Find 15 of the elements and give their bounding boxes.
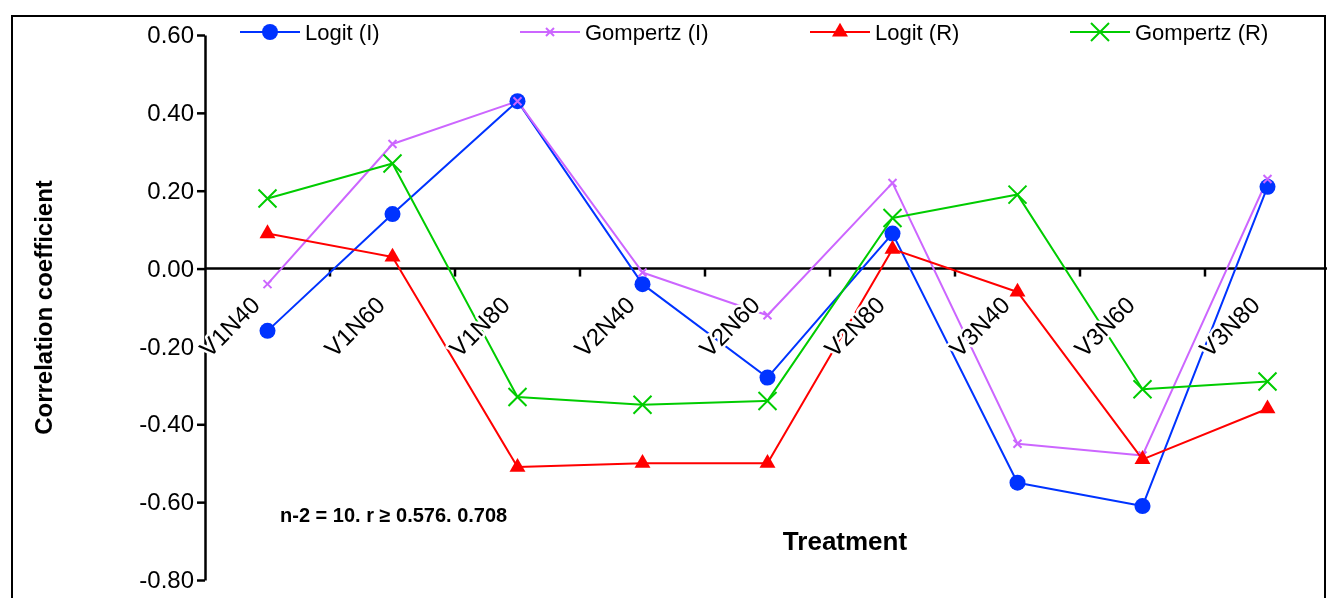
annotation: n-2 = 10. r ≥ 0.576. 0.708 bbox=[280, 504, 508, 526]
legend-label: Logit (R) bbox=[875, 20, 960, 45]
y-tick-label: -0.60 bbox=[139, 488, 194, 516]
legend-label: Gompertz (I) bbox=[585, 20, 709, 45]
x-axis-title: Treatment bbox=[782, 526, 908, 556]
y-axis-title: Correlation coefficient bbox=[30, 180, 57, 435]
y-tick-label: 0.20 bbox=[147, 176, 194, 204]
y-tick-label: 0.40 bbox=[147, 99, 194, 127]
y-tick-label: 0.60 bbox=[147, 21, 194, 49]
y-tick-label: -0.20 bbox=[139, 332, 194, 360]
legend-label: Logit (I) bbox=[305, 20, 380, 45]
y-tick-label: -0.40 bbox=[139, 410, 194, 438]
legend-label: Gompertz (R) bbox=[1135, 20, 1269, 45]
y-tick-label: 0.00 bbox=[147, 254, 194, 282]
y-tick-label: -0.80 bbox=[139, 566, 194, 594]
